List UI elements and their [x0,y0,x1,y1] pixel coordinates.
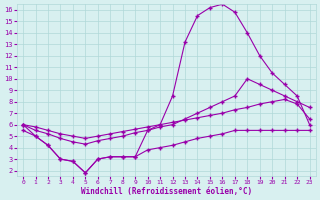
X-axis label: Windchill (Refroidissement éolien,°C): Windchill (Refroidissement éolien,°C) [81,187,252,196]
